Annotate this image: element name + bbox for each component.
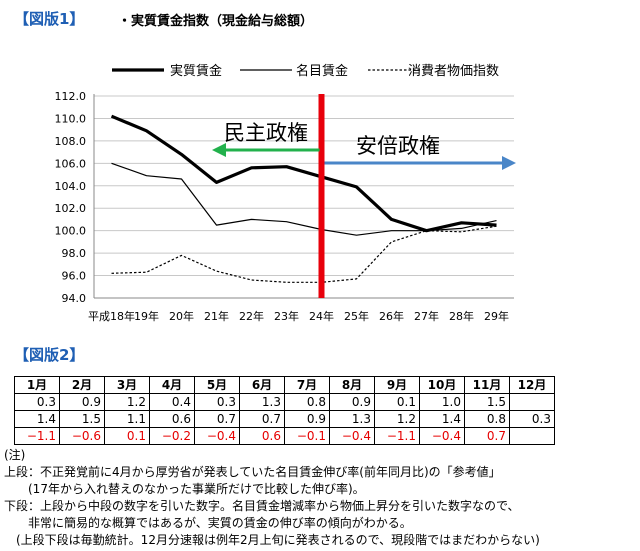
note-line: 上段：不正発覚前に4月から厚労省が発表していた名目賃金伸び率(前年同月比)の「参… xyxy=(4,465,501,479)
y-tick-label: 96.0 xyxy=(62,270,87,283)
table-cell: 1.0 xyxy=(419,393,465,411)
table-cell: 1.3 xyxy=(239,393,285,411)
x-tick-label: 26年 xyxy=(379,309,404,323)
table-cell: 0.7 xyxy=(464,427,510,445)
table-cell: 0.3 xyxy=(509,410,555,428)
table-cell: −0.6 xyxy=(59,427,105,445)
table-cell: −0.4 xyxy=(419,427,465,445)
x-tick-label: 24年 xyxy=(309,309,334,323)
figure2-label: 【図版2】 xyxy=(14,346,85,364)
note-line: (上段下段は毎勤統計。12月分速報は例年2月上旬に発表されるので、現段階ではまだ… xyxy=(4,533,540,547)
table-cell: 1.3 xyxy=(329,410,375,428)
table-cell: −1.1 xyxy=(374,427,420,445)
y-tick-label: 108.0 xyxy=(55,135,87,148)
left-arrow-head xyxy=(212,143,226,157)
legend-label-3: 消費者物価指数 xyxy=(408,64,499,79)
table-cell: 1.2 xyxy=(374,410,420,428)
x-tick-label: 29年 xyxy=(484,309,509,323)
monthly-wage-table: 1月 2月 3月 4月 5月 6月 7月 8月 9月 10月 11月 12月 0.3 0.9 1.2 0.4 0… xyxy=(14,376,555,445)
month-header: 3月 xyxy=(104,376,150,394)
x-tick-label: 平成18年 xyxy=(88,309,135,323)
table-cell: 0.8 xyxy=(284,393,330,411)
y-tick-label: 94.0 xyxy=(62,292,87,305)
y-tick-label: 100.0 xyxy=(55,225,87,238)
table-cell: 0.1 xyxy=(374,393,420,411)
legend-label-1: 実質賃金 xyxy=(170,63,222,79)
table-cell: 0.6 xyxy=(239,427,285,445)
month-header: 4月 xyxy=(149,376,195,394)
annotation-label-left: 民主政権 xyxy=(224,121,308,145)
table-cell: 1.5 xyxy=(59,410,105,428)
month-header: 8月 xyxy=(329,376,375,394)
series-line-2 xyxy=(111,162,497,236)
y-tick-label: 110.0 xyxy=(55,112,87,125)
month-header: 7月 xyxy=(284,376,330,394)
table-row: −1.1 −0.6 0.1 −0.2 −0.4 0.6 −0.1 −0.4 −1.1 −0.4 0.… xyxy=(14,427,555,445)
x-tick-label: 19年 xyxy=(134,309,159,323)
x-tick-label: 27年 xyxy=(414,309,439,323)
table-cell: 0.9 xyxy=(284,410,330,428)
note-line: 下段：上段から中段の数字を引いた数字。名目賃金増減率から物価上昇分を引いた数字な… xyxy=(4,499,520,513)
x-tick-label: 20年 xyxy=(169,309,194,323)
table-cell: 1.1 xyxy=(104,410,150,428)
table-cell: 0.7 xyxy=(194,410,240,428)
month-header: 1月 xyxy=(14,376,60,394)
chart-title: ・実質賃金指数（現金給与総額） xyxy=(118,14,314,29)
annotation-label-right: 安倍政権 xyxy=(356,134,440,158)
table-cell: 0.9 xyxy=(329,393,375,411)
table-cell: −0.1 xyxy=(284,427,330,445)
table-cell: 0.3 xyxy=(14,393,60,411)
y-tick-label: 104.0 xyxy=(55,180,87,193)
table-cell: 0.8 xyxy=(464,410,510,428)
series-line-3 xyxy=(111,225,497,283)
note-line: 非常に簡易的な概算ではあるが、実質の賃金の伸び率の傾向がわかる。 xyxy=(4,516,412,530)
legend-label-2: 名目賃金 xyxy=(296,63,348,79)
table-cell: 1.2 xyxy=(104,393,150,411)
note-line: (注) xyxy=(4,448,26,462)
month-header: 9月 xyxy=(374,376,420,394)
table-row: 1.4 1.5 1.1 0.6 0.7 0.7 0.9 1.3 1.2 1.4 0.8 0.3 xyxy=(14,410,555,428)
month-header: 10月 xyxy=(419,376,465,394)
table-cell: 0.3 xyxy=(194,393,240,411)
right-arrow-head xyxy=(502,156,516,170)
month-header: 12月 xyxy=(509,376,555,394)
table-cell: 1.5 xyxy=(464,393,510,411)
table-cell: −1.1 xyxy=(14,427,60,445)
y-tick-label: 106.0 xyxy=(55,157,87,170)
month-header: 11月 xyxy=(464,376,510,394)
table-cell: 1.4 xyxy=(419,410,465,428)
x-tick-label: 25年 xyxy=(344,309,369,323)
table-cell: 0.1 xyxy=(104,427,150,445)
table-cell xyxy=(509,427,555,445)
x-tick-label: 23年 xyxy=(274,309,299,323)
table-cell: 0.7 xyxy=(239,410,285,428)
table-cell xyxy=(509,393,555,411)
x-tick-label: 28年 xyxy=(449,309,474,323)
y-tick-label: 102.0 xyxy=(55,202,87,215)
chart: 実質賃金 名目賃金 消費者物価指数 112.0 110.0 108.0 106.0 104.0… xyxy=(55,63,516,323)
table-cell: 1.4 xyxy=(14,410,60,428)
month-header: 6月 xyxy=(239,376,285,394)
table-cell: −0.4 xyxy=(329,427,375,445)
x-tick-label: 22年 xyxy=(239,309,264,323)
table-cell: −0.4 xyxy=(194,427,240,445)
month-header: 2月 xyxy=(59,376,105,394)
note-line: (17年から入れ替えのなかった事業所だけで比較した伸び率)。 xyxy=(4,482,365,496)
figure1-label: 【図版1】 xyxy=(14,10,85,28)
table-cell: 0.9 xyxy=(59,393,105,411)
y-tick-label: 98.0 xyxy=(62,247,87,260)
table-row: 0.3 0.9 1.2 0.4 0.3 1.3 0.8 0.9 0.1 1.0 1.5 xyxy=(14,393,555,411)
series-line-1 xyxy=(110,114,497,233)
y-tick-label: 112.0 xyxy=(55,90,87,103)
x-tick-label: 21年 xyxy=(204,309,229,323)
month-header: 5月 xyxy=(194,376,240,394)
table-cell: 0.6 xyxy=(149,410,195,428)
table-header-row: 1月 2月 3月 4月 5月 6月 7月 8月 9月 10月 11月 12月 xyxy=(14,376,555,394)
table-cell: −0.2 xyxy=(149,427,195,445)
table-cell: 0.4 xyxy=(149,393,195,411)
